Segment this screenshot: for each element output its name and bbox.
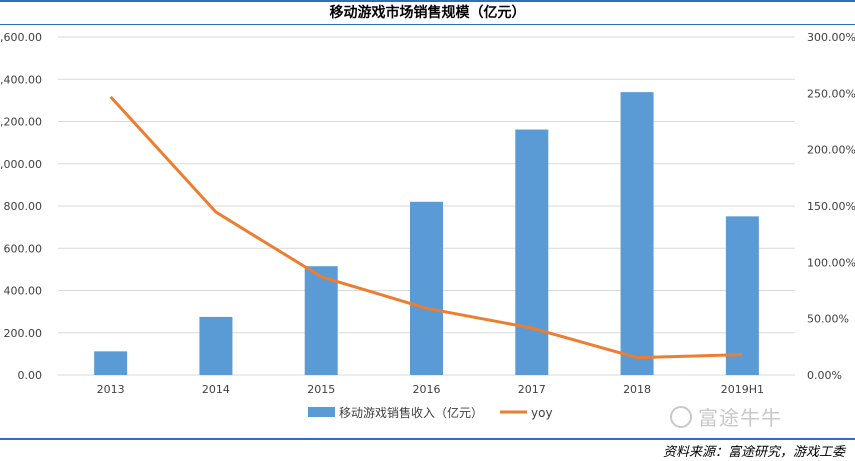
y-right-tick-label: 150.00% xyxy=(807,200,855,213)
y-right-tick-label: 250.00% xyxy=(807,87,855,100)
watermark-text: 富途牛牛 xyxy=(698,406,782,430)
bar xyxy=(725,216,759,375)
y-left-tick-label: 1,600.00 xyxy=(0,31,42,44)
y-left-tick-label: 400.00 xyxy=(4,285,43,298)
source-note: 资料来源：富途研究，游戏工委 xyxy=(662,445,845,460)
x-tick-label: 2015 xyxy=(307,383,335,396)
y-left-tick-label: 800.00 xyxy=(4,200,43,213)
watermark: 富途牛牛 xyxy=(670,402,782,431)
bar xyxy=(410,201,443,375)
y-left-tick-label: 1,400.00 xyxy=(0,73,42,86)
legend-bar-label: 移动游戏销售收入（亿元） xyxy=(339,405,483,420)
y-left-tick-label: 200.00 xyxy=(4,327,43,340)
bar xyxy=(620,92,654,375)
chart-plot: 0.00 200.00 400.00 600.00 800.00 1,000.00 1,20… xyxy=(0,31,855,420)
y-left-tick-label: 1,000.00 xyxy=(0,158,42,171)
watermark-logo-icon xyxy=(670,406,692,428)
legend-line-label: yoy xyxy=(531,406,553,420)
x-tick-label: 2017 xyxy=(518,383,546,396)
legend-bar-swatch xyxy=(308,407,335,417)
y-right-tick-label: 200.00% xyxy=(807,144,855,157)
y-right-tick-label: 300.00% xyxy=(807,31,855,44)
bar xyxy=(199,316,233,375)
y-right-tick-label: 100.00% xyxy=(807,256,855,269)
bar xyxy=(304,266,338,375)
chart-title: 移动游戏市场销售规模（亿元） xyxy=(329,5,526,21)
y-left-tick-label: 600.00 xyxy=(4,242,43,255)
chart-title-bar: 移动游戏市场销售规模（亿元） xyxy=(0,0,855,25)
x-tick-label: 2014 xyxy=(202,383,230,396)
y-left-tick-label: 0.00 xyxy=(18,369,43,382)
x-tick-label: 2016 xyxy=(413,383,441,396)
x-tick-label: 2018 xyxy=(623,383,651,396)
footer-divider xyxy=(0,438,855,440)
y-right-tick-label: 50.00% xyxy=(807,313,849,326)
y-left-tick-label: 1,200.00 xyxy=(0,116,42,129)
x-tick-label: 2013 xyxy=(97,383,125,396)
y-right-tick-label: 0.00% xyxy=(807,369,842,382)
bar xyxy=(94,351,128,375)
bar xyxy=(515,129,549,375)
x-tick-label: 2019H1 xyxy=(721,383,764,396)
